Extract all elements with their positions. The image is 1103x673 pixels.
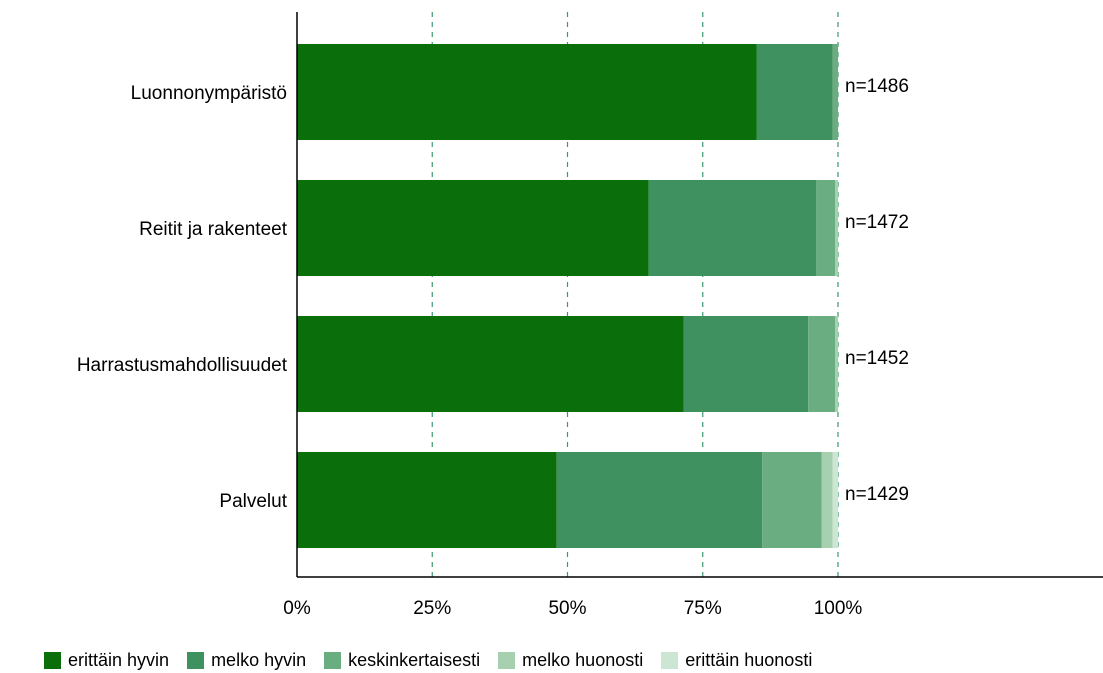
bar-segment <box>297 180 649 276</box>
n-label: n=1486 <box>845 76 909 97</box>
axes <box>296 12 1103 578</box>
category-label: Palvelut <box>219 491 287 512</box>
bar-segment <box>556 452 763 548</box>
legend-label: melko hyvin <box>211 650 307 670</box>
chart: Luonnonympäristö Reitit ja rakenteet Harra… <box>77 12 1103 619</box>
x-tick-label: 25% <box>413 598 451 619</box>
n-label: n=1452 <box>845 348 909 369</box>
n-label: n=1429 <box>845 484 909 505</box>
bar-segment <box>835 316 838 412</box>
legend-item: melko hyvin <box>187 650 306 671</box>
category-label: Luonnonympäristö <box>131 83 287 104</box>
bar-segment <box>648 180 817 276</box>
legend-item: melko huonosti <box>498 650 643 671</box>
bar-segment <box>816 180 836 276</box>
bar-segment <box>756 44 833 140</box>
n-label: n=1472 <box>845 212 909 233</box>
legend-swatch <box>498 652 516 669</box>
bar-segment <box>808 316 836 412</box>
bar-segment <box>297 44 757 140</box>
legend-swatch <box>324 652 342 669</box>
bar-segment <box>821 452 833 548</box>
bar-segment <box>835 180 838 276</box>
legend-label: melko huonosti <box>522 650 644 670</box>
legend: erittäin hyvin melko hyvin keskinkertaises… <box>44 650 830 671</box>
legend-swatch <box>661 652 679 669</box>
category-labels: Luonnonympäristö Reitit ja rakenteet Harra… <box>77 83 288 512</box>
x-tick-label: 75% <box>684 598 722 619</box>
category-label: Harrastusmahdollisuudet <box>77 355 288 376</box>
bars <box>297 44 838 548</box>
bar-segment <box>683 316 809 412</box>
bar-segment <box>762 452 822 548</box>
x-tick-label: 0% <box>283 598 311 619</box>
legend-label: keskinkertaisesti <box>348 650 481 670</box>
legend-item: erittäin huonosti <box>661 650 812 671</box>
bar-segment <box>297 452 557 548</box>
n-labels: n=1486 n=1472 n=1452 n=1429 <box>845 76 909 505</box>
legend-item: keskinkertaisesti <box>324 650 480 671</box>
bar-segment <box>297 316 684 412</box>
bar-segment <box>832 44 838 140</box>
category-label: Reitit ja rakenteet <box>139 219 288 240</box>
x-tick-label: 50% <box>548 598 586 619</box>
legend-label: erittäin huonosti <box>685 650 813 670</box>
x-tick-labels: 0% 25% 50% 75% 100% <box>283 598 862 619</box>
legend-swatch <box>44 652 61 669</box>
legend-label: erittäin hyvin <box>68 650 170 670</box>
x-tick-label: 100% <box>814 598 863 619</box>
legend-swatch <box>187 652 205 669</box>
bar-segment <box>832 452 838 548</box>
legend-item: erittäin hyvin <box>44 650 169 671</box>
